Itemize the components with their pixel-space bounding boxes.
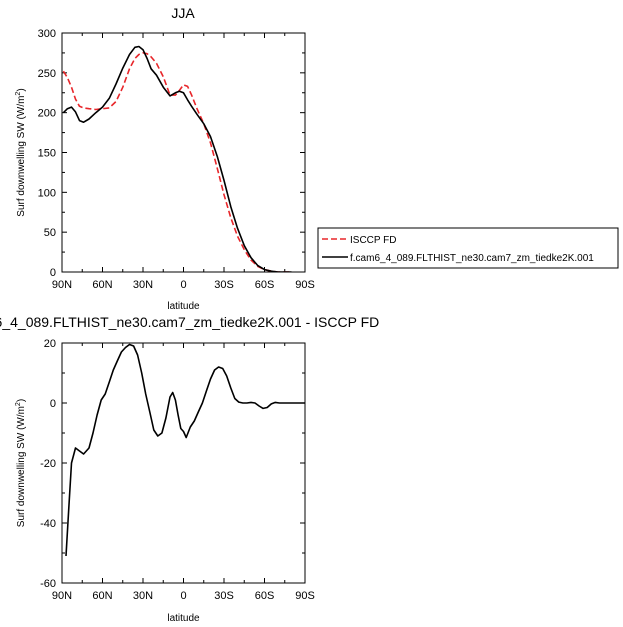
y-tick-label: 150 [38,148,56,160]
chart-title: JJA [171,5,195,21]
series-line-1 [62,45,292,272]
plot-frame [61,32,306,273]
y-axis-label: Surf downwelling SW (W/m2) [15,88,27,216]
y-axis-label-main: Surf downwelling SW (W/m [16,406,27,527]
legend-label-0: ISCCP FD [350,235,397,246]
y-axis-label-main: Surf downwelling SW (W/m [16,96,27,217]
x-axis-label: latitude [167,301,200,312]
series-line-0 [62,52,292,272]
x-tick-label: 60S [255,279,275,291]
x-tick-label: 90N [52,590,72,602]
x-tick-label: 0 [180,279,186,291]
y-tick-label: 50 [44,227,56,239]
y-axis-label: Surf downwelling SW (W/m2) [15,399,27,527]
x-tick-label: 90S [295,590,315,602]
y-axis-label-end: ) [16,399,27,402]
x-tick-label: 90S [295,279,315,291]
y-tick-label: 200 [38,108,56,120]
x-tick-label: 30N [133,279,153,291]
series-line-0 [65,343,305,557]
y-tick-label: 100 [38,187,56,199]
y-axis-label-sup: 2 [15,92,22,96]
x-tick-label: 60N [92,590,112,602]
x-tick-label: 90N [52,279,72,291]
y-tick-label: -20 [40,458,56,470]
y-tick-label: 250 [38,68,56,80]
y-tick-label: -60 [40,578,56,590]
y-tick-label: 20 [44,338,56,350]
y-tick-label: 300 [38,28,56,40]
legend-label-1: f.cam6_4_089.FLTHIST_ne30.cam7_zm_tiedke… [350,253,594,264]
x-tick-label: 0 [180,590,186,602]
x-tick-label: 30S [214,590,234,602]
y-tick-label: -40 [40,518,56,530]
chart-title: n6_4_089.FLTHIST_ne30.cam7_zm_tiedke2K.0… [0,314,379,330]
legend-box [317,227,619,269]
x-axis-label: latitude [167,613,200,624]
y-tick-label: 0 [50,398,56,410]
y-tick-label: 0 [50,267,56,279]
y-axis-label-end: ) [16,88,27,91]
x-tick-label: 30N [133,590,153,602]
y-axis-label-sup: 2 [15,402,22,406]
plot-frame [61,342,306,584]
x-tick-label: 60S [255,590,275,602]
x-tick-label: 60N [92,279,112,291]
x-tick-label: 30S [214,279,234,291]
